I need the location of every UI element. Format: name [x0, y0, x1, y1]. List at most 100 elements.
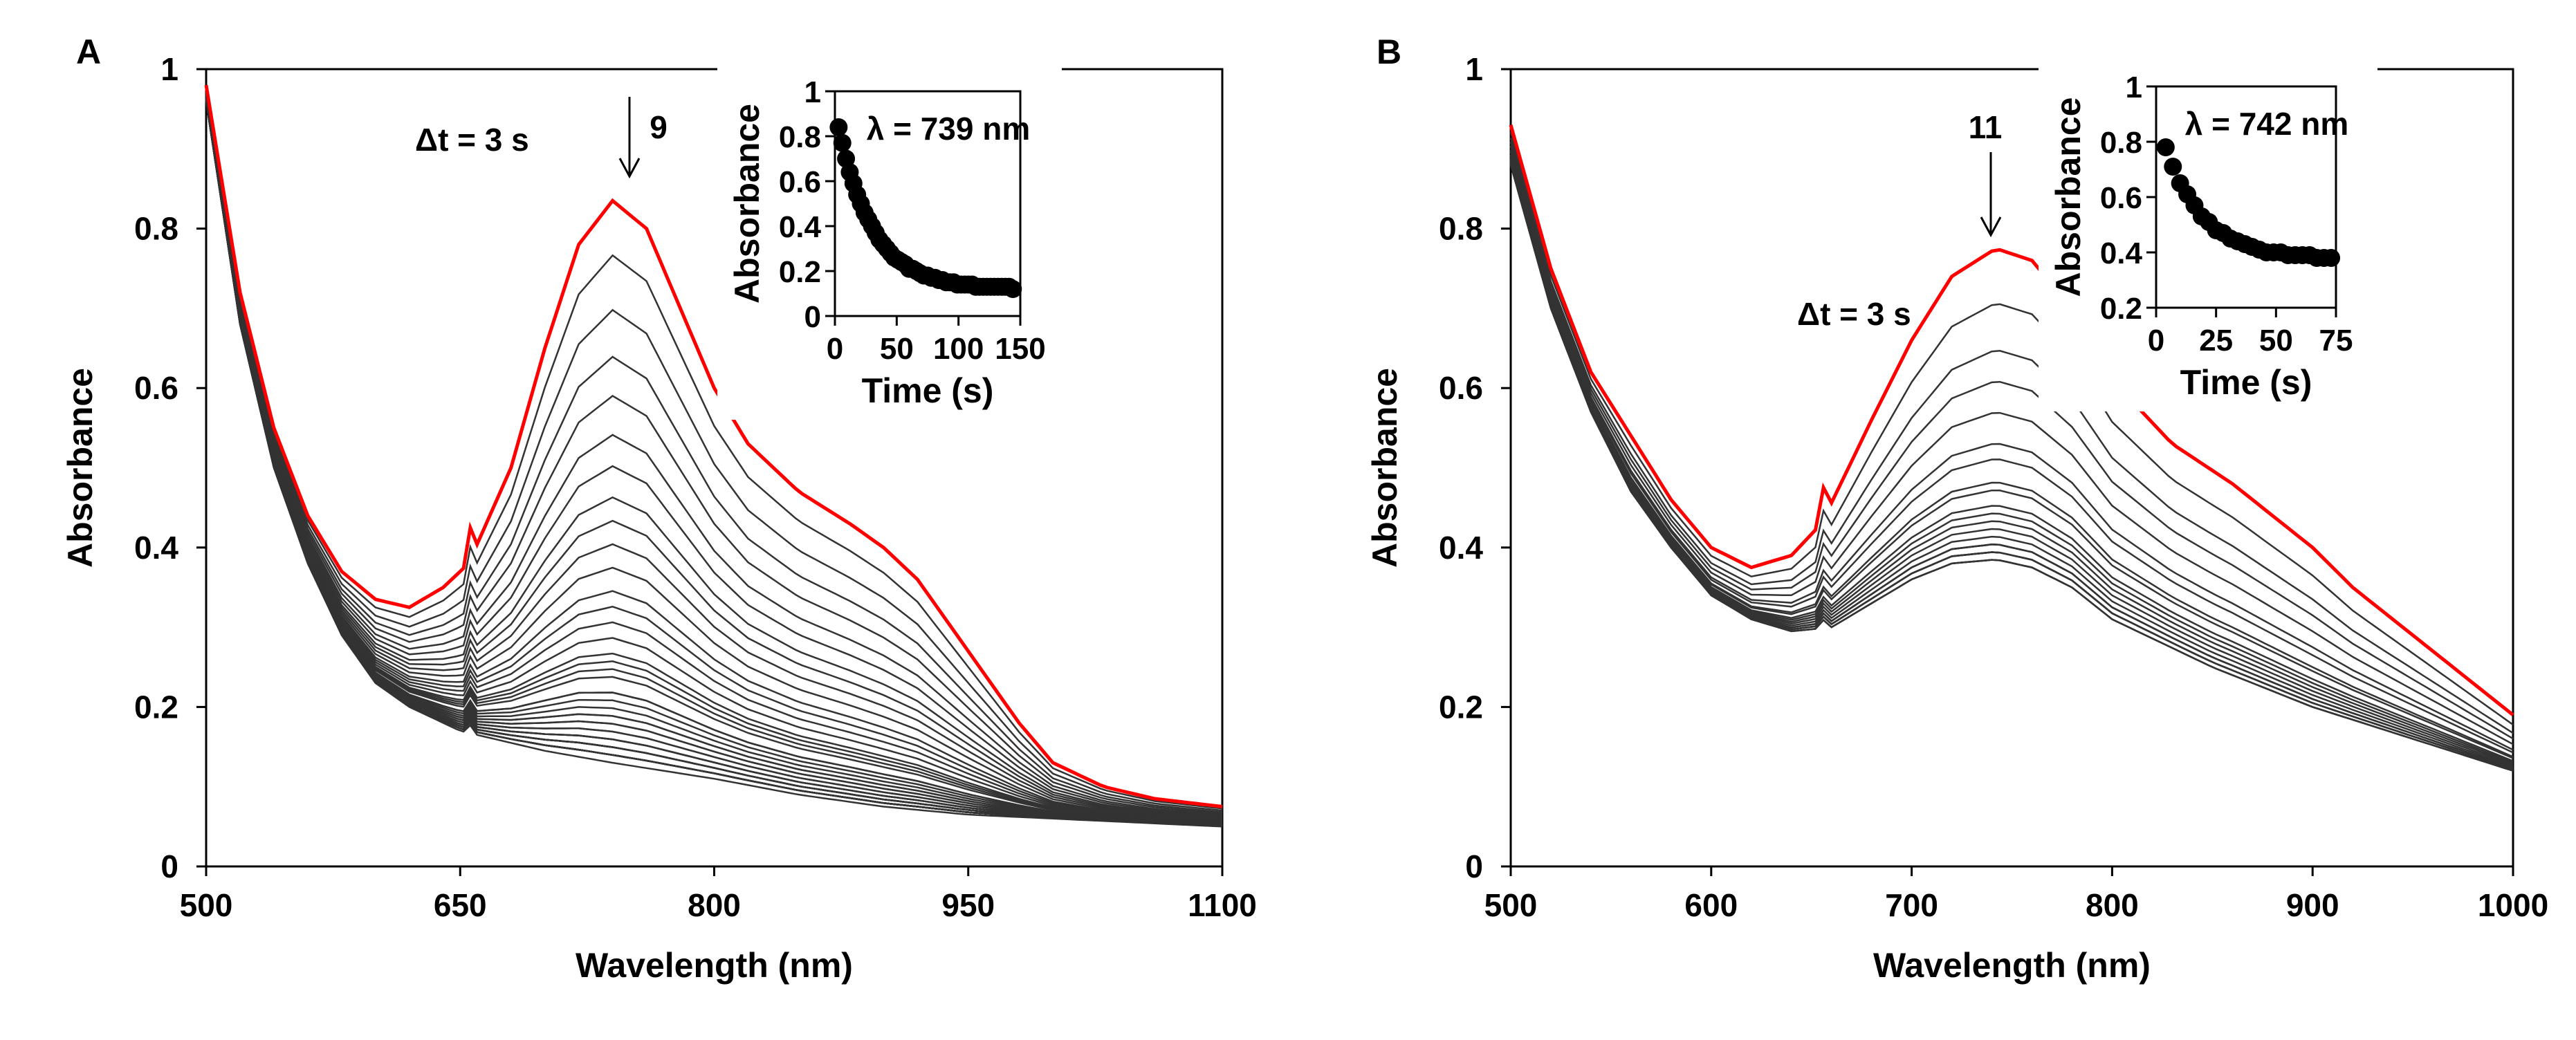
y-tick-label: 0.2: [2100, 292, 2142, 326]
x-tick-label: 500: [180, 887, 233, 923]
spectrum-trace: [1509, 149, 2514, 751]
y-tick-label: 0.8: [134, 211, 178, 247]
x-tick-label: 1000: [2478, 887, 2548, 923]
x-tick-label: 0: [2148, 324, 2164, 358]
y-tick-label: 1: [1465, 51, 1483, 87]
y-axis-title: Absorbance: [728, 104, 766, 304]
spectrum-trace: [1509, 154, 2514, 758]
spectrum-trace: [205, 98, 1223, 824]
initial-spectrum-line: [204, 84, 1223, 808]
x-tick-label: 600: [1684, 887, 1738, 923]
spectrum-trace: [205, 94, 1223, 819]
inset-background: [2039, 59, 2377, 411]
x-axis-title: Wavelength (nm): [1873, 946, 2151, 985]
inset-kinetics-chart: 0 50 100 150 0 0.2 0.4 0.6 0.8 1 Time (s) Absorbanc…: [717, 64, 1062, 420]
spectrum-trace: [205, 93, 1223, 818]
x-tick-label: 50: [880, 332, 914, 366]
spectrum-trace: [205, 99, 1223, 826]
y-tick-label: 0.8: [2100, 126, 2142, 160]
x-tick-label: 50: [2259, 324, 2293, 358]
inset-kinetics-chart: 0 25 50 75 0.2 0.4 0.6 0.8 1 Time (s) Absorbance λ …: [2039, 59, 2377, 411]
y-axis-title: Absorbance: [1365, 368, 1404, 568]
panel-b-chart: 500 600 700 800 900 100000.20.40.60.81Wavelen…: [1365, 51, 2548, 985]
x-tick-label: 25: [2199, 324, 2233, 358]
y-tick-label: 0.6: [779, 165, 821, 199]
y-tick-label: 0: [160, 848, 178, 884]
y-tick-label: 0.4: [134, 530, 178, 566]
panel-label-a: A: [76, 32, 101, 71]
plot-frame: [1509, 68, 2514, 868]
x-axis-title: Time (s): [2180, 363, 2312, 402]
y-axis-title: Absorbance: [2049, 98, 2088, 297]
y-axis-title: Absorbance: [61, 368, 100, 568]
inset-wavelength-label: λ = 742 nm: [2185, 106, 2349, 142]
spectrum-trace: [205, 86, 1223, 810]
x-tick-label: 900: [2286, 887, 2339, 923]
x-tick-label: 800: [688, 887, 741, 923]
y-tick-label: 0.8: [779, 120, 821, 154]
y-tick-label: 1: [804, 75, 821, 109]
panel-label-b: B: [1377, 32, 1401, 71]
x-axis-title: Time (s): [862, 371, 994, 410]
spectrum-trace: [1509, 131, 2514, 726]
spectrum-trace: [205, 99, 1223, 826]
spectrum-trace: [205, 95, 1223, 821]
y-tick-label: 0.6: [2100, 181, 2142, 215]
trace-count-annotation: 9: [650, 109, 668, 145]
y-tick-label: 1: [2126, 71, 2142, 104]
delta-t-annotation: Δt = 3 s: [415, 122, 529, 158]
y-tick-label: 0.2: [134, 689, 178, 725]
spectrum-trace: [1509, 141, 2514, 740]
y-tick-label: 0.6: [1439, 370, 1483, 406]
x-axis-title: Wavelength (nm): [576, 946, 853, 985]
kinetics-data-point: [1004, 280, 1022, 298]
x-tick-label: 950: [941, 887, 995, 923]
x-tick-label: 150: [995, 332, 1045, 366]
x-tick-label: 700: [1885, 887, 1938, 923]
kinetics-data-point: [2322, 249, 2341, 267]
y-tick-label: 0: [1465, 848, 1483, 884]
y-tick-label: 0.6: [134, 370, 178, 406]
spectrum-trace: [205, 92, 1223, 817]
spectrum-trace: [205, 96, 1223, 822]
spectrum-trace: [205, 95, 1223, 821]
kinetics-data-point: [2164, 158, 2182, 176]
x-tick-label: 100: [933, 332, 984, 366]
y-tick-label: 0.4: [779, 210, 822, 244]
x-tick-label: 800: [2086, 887, 2139, 923]
trace-count-annotation: 11: [1969, 109, 2003, 145]
spectrum-trace: [1509, 157, 2514, 762]
y-tick-label: 0.2: [1439, 689, 1483, 725]
spectrum-trace: [205, 97, 1223, 824]
kinetics-data-point: [833, 133, 852, 152]
plot-frame: [834, 90, 1022, 317]
x-tick-label: 0: [827, 332, 843, 366]
spectrum-trace: [205, 99, 1223, 825]
spectrum-trace: [205, 91, 1223, 816]
x-tick-label: 1100: [1188, 887, 1257, 923]
y-tick-label: 0.2: [779, 255, 821, 289]
spectrum-trace: [1509, 138, 2514, 734]
y-tick-label: 0.4: [1439, 530, 1483, 566]
spectrum-trace: [205, 89, 1223, 813]
spectrum-trace: [1509, 151, 2514, 754]
initial-spectrum-line: [1509, 124, 2514, 716]
spectrum-trace: [205, 99, 1223, 825]
y-tick-label: 1: [160, 51, 178, 87]
x-tick-label: 500: [1484, 887, 1538, 923]
kinetics-data-point: [2156, 138, 2175, 156]
spectrum-trace: [1509, 145, 2514, 745]
y-tick-label: 0.8: [1439, 211, 1483, 247]
delta-t-annotation: Δt = 3 s: [1797, 296, 1911, 332]
spectrum-trace: [205, 98, 1223, 825]
spectrum-trace: [205, 88, 1223, 812]
spectrum-trace: [205, 95, 1223, 820]
spectrum-trace: [205, 97, 1223, 823]
inset-wavelength-label: λ = 739 nm: [867, 111, 1031, 147]
spectrum-trace: [205, 98, 1223, 824]
kinetics-data-point: [829, 118, 848, 136]
down-arrow-head: [618, 158, 641, 179]
down-arrow-head: [1980, 216, 2002, 238]
x-tick-label: 75: [2319, 324, 2353, 358]
